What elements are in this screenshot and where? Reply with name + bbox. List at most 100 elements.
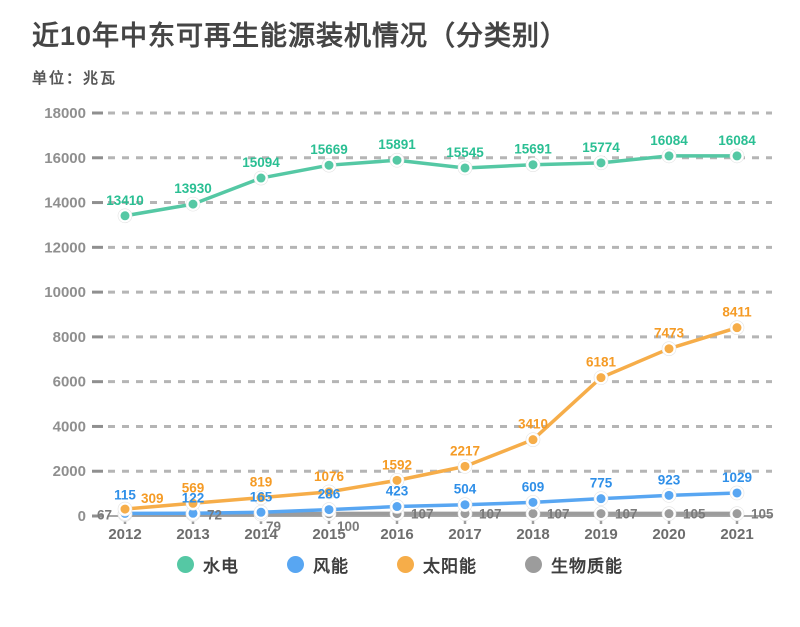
value-label-wind: 165 (250, 490, 273, 505)
value-label-hydro: 15774 (582, 140, 620, 155)
value-label-hydro: 13930 (174, 182, 212, 197)
data-point-wind (188, 509, 198, 519)
y-axis-label: 8000 (53, 329, 86, 346)
data-point-wind (664, 491, 674, 501)
data-point-wind (596, 494, 606, 504)
data-point-hydro (528, 160, 538, 170)
legend-label-biomass: 生物质能 (551, 557, 623, 577)
value-label-solar: 8411 (722, 305, 752, 320)
legend-item-biomass[interactable]: 生物质能 (525, 552, 623, 577)
data-point-hydro (460, 163, 470, 173)
legend-dot-wind (287, 556, 304, 574)
value-label-biomass: 79 (266, 520, 281, 535)
data-point-hydro (664, 151, 674, 161)
data-point-solar (120, 504, 130, 514)
value-label-solar: 309 (141, 491, 164, 506)
value-label-wind: 775 (590, 476, 613, 491)
value-label-biomass: 67 (97, 508, 112, 523)
chart-header: 近10年中东可再生能源装机情况（分类别） 单位：兆瓦 (0, 0, 800, 88)
value-label-biomass: 107 (411, 507, 434, 522)
value-label-hydro: 15545 (446, 145, 484, 160)
data-point-solar (392, 476, 402, 486)
x-axis-label: 2016 (380, 526, 413, 543)
data-point-solar (256, 493, 266, 503)
x-axis-label: 2015 (312, 526, 345, 543)
data-point-solar (528, 435, 538, 445)
x-axis-label: 2020 (652, 526, 685, 543)
data-point-hydro (188, 200, 198, 210)
legend-item-wind[interactable]: 风能 (287, 552, 349, 577)
x-axis-label: 2012 (108, 526, 141, 543)
value-label-hydro: 15891 (378, 138, 416, 153)
data-point-hydro (392, 156, 402, 166)
x-axis-label: 2017 (448, 526, 481, 543)
value-label-solar: 7473 (654, 326, 685, 341)
data-point-solar (188, 499, 198, 509)
y-axis-label: 4000 (53, 419, 86, 436)
data-point-hydro (120, 211, 130, 221)
value-label-wind: 115 (114, 488, 136, 503)
value-label-biomass: 72 (207, 508, 222, 523)
data-point-hydro (596, 158, 606, 168)
value-label-solar: 2217 (450, 444, 480, 459)
data-point-hydro (256, 173, 266, 183)
data-point-wind (460, 500, 470, 510)
value-label-biomass: 100 (337, 519, 360, 534)
legend-item-hydro[interactable]: 水电 (177, 552, 239, 577)
value-label-wind: 423 (386, 484, 409, 499)
legend-label-wind: 风能 (313, 557, 349, 577)
chart-canvas: 0 2000 4000 6000 8000 10000 12000 14000 16000 180… (44, 105, 774, 543)
legend-dot-solar (397, 556, 414, 574)
series-line-hydro (123, 154, 739, 218)
x-axis-label: 2018 (516, 526, 549, 543)
legend-label-solar: 太阳能 (423, 557, 477, 577)
series-line-wind (123, 491, 739, 516)
y-axis-label: 16000 (44, 150, 86, 167)
legend-dot-biomass (525, 556, 542, 574)
data-point-wind (528, 498, 538, 508)
data-point-biomass (732, 509, 742, 519)
data-point-solar (596, 373, 606, 383)
data-point-solar (324, 487, 334, 497)
x-axis-label: 2019 (584, 526, 617, 543)
value-label-wind: 504 (454, 482, 477, 497)
y-axis-label: 12000 (44, 240, 86, 257)
x-axis-label: 2013 (176, 526, 209, 543)
chart-legend: 水电 风能 太阳能 生物质能 (0, 552, 800, 577)
value-label-wind: 609 (522, 480, 545, 495)
y-axis-label: 2000 (53, 464, 86, 481)
data-point-solar (664, 344, 674, 354)
data-point-wind (392, 502, 402, 512)
data-point-wind (732, 488, 742, 498)
data-point-hydro (324, 161, 334, 171)
unit-label: 单位：兆瓦 (32, 70, 118, 88)
value-label-hydro: 16084 (650, 133, 688, 148)
value-label-biomass: 105 (751, 507, 774, 522)
value-label-solar: 1076 (314, 469, 345, 484)
data-point-biomass (664, 509, 674, 519)
legend-item-solar[interactable]: 太阳能 (397, 552, 477, 577)
value-label-wind: 1029 (722, 470, 752, 485)
value-label-solar: 1592 (382, 458, 412, 473)
value-label-hydro: 15669 (310, 143, 348, 158)
value-label-wind: 923 (658, 473, 681, 488)
value-label-biomass: 107 (547, 507, 570, 522)
data-point-hydro (732, 151, 742, 161)
value-label-solar: 569 (182, 481, 205, 496)
x-axis-label: 2014 (244, 526, 278, 543)
data-point-biomass (528, 509, 538, 519)
y-axis-label: 14000 (44, 195, 86, 212)
value-label-hydro: 13410 (106, 193, 144, 208)
data-point-biomass (596, 509, 606, 519)
value-label-hydro: 15691 (514, 142, 552, 157)
value-label-wind: 286 (318, 487, 341, 502)
legend-dot-hydro (177, 556, 194, 574)
y-axis-label: 18000 (44, 105, 86, 122)
value-label-solar: 6181 (586, 355, 617, 370)
data-point-solar (460, 462, 470, 472)
value-label-wind: 122 (182, 491, 205, 506)
value-label-solar: 3410 (518, 417, 548, 432)
value-label-biomass: 107 (615, 507, 638, 522)
y-axis-label: 0 (78, 508, 86, 525)
value-label-biomass: 107 (479, 507, 502, 522)
